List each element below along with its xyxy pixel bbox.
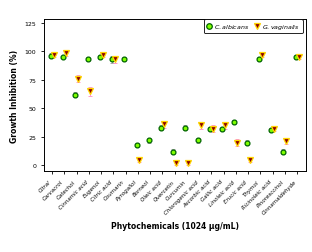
- Y-axis label: Growth Inhibition (%): Growth Inhibition (%): [10, 49, 19, 142]
- Legend: $\it{C. albicans}$, $\it{G. vaginalis}$: $\it{C. albicans}$, $\it{G. vaginalis}$: [203, 20, 303, 34]
- X-axis label: Phytochemicals (1024 µg/mL): Phytochemicals (1024 µg/mL): [111, 221, 239, 230]
